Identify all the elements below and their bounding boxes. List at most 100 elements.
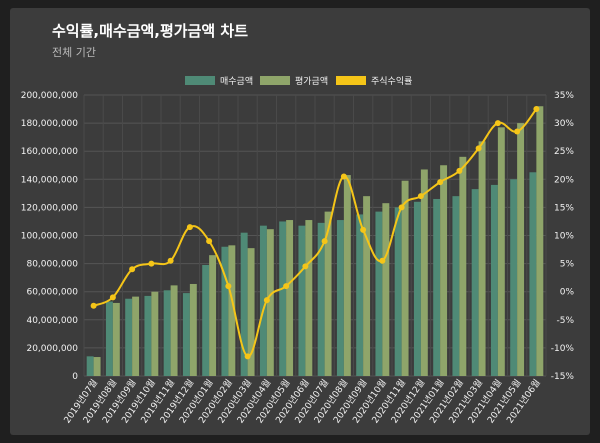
- bar-purchase: [394, 207, 402, 376]
- bar-valuation: [363, 196, 371, 376]
- return-point: [533, 106, 540, 113]
- return-point: [475, 145, 482, 152]
- bar-valuation: [536, 106, 544, 377]
- chart-subtitle: 전체 기간: [52, 46, 96, 59]
- return-point: [360, 226, 367, 233]
- chart-title: 수익률,매수금액,평가금액 차트: [52, 22, 249, 40]
- legend-label: 평가금액: [295, 75, 328, 87]
- bar-purchase: [452, 196, 460, 376]
- return-point: [244, 353, 251, 360]
- y-left-tick-label: 60,000,000: [26, 288, 78, 298]
- bar-valuation: [343, 175, 351, 376]
- bar-purchase: [144, 295, 152, 376]
- bar-purchase: [336, 220, 344, 376]
- bar-purchase: [433, 198, 441, 376]
- legend-swatch: [336, 76, 366, 85]
- bar-valuation: [247, 248, 255, 376]
- return-point: [321, 238, 328, 245]
- bar-purchase: [259, 225, 267, 376]
- bar-purchase: [471, 189, 479, 376]
- bar-valuation: [151, 291, 159, 376]
- bar-purchase: [240, 232, 248, 376]
- y-right-tick-label: 0%: [560, 288, 575, 298]
- bar-valuation: [305, 220, 313, 376]
- y-right-tick-label: 15%: [554, 203, 574, 213]
- y-right-tick-label: 5%: [560, 260, 575, 270]
- bar-valuation: [266, 229, 274, 376]
- return-point: [263, 297, 270, 304]
- bar-valuation: [189, 283, 197, 376]
- return-point: [167, 257, 174, 264]
- bar-purchase: [279, 221, 287, 376]
- bar-purchase: [86, 356, 94, 376]
- bar-valuation: [440, 165, 448, 376]
- bars: [86, 106, 544, 377]
- bar-purchase: [356, 214, 364, 376]
- y-right-tick-label: 25%: [554, 147, 574, 157]
- legend-swatch: [185, 76, 215, 85]
- legend[interactable]: 매수금액 평가금액 주식수익률: [185, 75, 412, 87]
- y-right-tick-label: 20%: [554, 175, 574, 185]
- y-left-tick-label: 20,000,000: [26, 344, 78, 354]
- bar-valuation: [286, 220, 294, 376]
- return-point: [456, 167, 463, 174]
- return-point: [109, 294, 116, 301]
- bar-valuation: [517, 123, 525, 376]
- return-point: [206, 238, 213, 245]
- return-point: [129, 266, 136, 273]
- bar-purchase: [298, 225, 306, 376]
- bar-purchase: [317, 222, 325, 376]
- return-point: [340, 173, 347, 180]
- bar-valuation: [228, 245, 236, 376]
- bar-purchase: [490, 184, 498, 376]
- legend-label: 주식수익률: [371, 75, 412, 87]
- bar-purchase: [182, 293, 190, 376]
- bar-valuation: [324, 211, 332, 376]
- return-point: [379, 257, 386, 264]
- bar-valuation: [209, 255, 217, 376]
- bar-purchase: [202, 265, 210, 376]
- bar-valuation: [459, 156, 467, 376]
- y-right-tick-label: -5%: [556, 316, 574, 326]
- y-right-tick-label: 10%: [554, 232, 574, 242]
- bar-valuation: [112, 302, 120, 376]
- y-left-tick-label: 180,000,000: [21, 119, 79, 129]
- return-point: [225, 283, 232, 290]
- y-right-tick-label: -10%: [551, 344, 575, 354]
- bar-purchase: [105, 301, 113, 376]
- y-left-tick-label: 80,000,000: [26, 260, 78, 270]
- bar-valuation: [420, 169, 428, 376]
- legend-swatch: [260, 76, 290, 85]
- return-point: [398, 204, 405, 211]
- bar-valuation: [497, 127, 505, 376]
- y-left-tick-label: 200,000,000: [21, 91, 79, 101]
- y-left-tick-label: 0: [72, 372, 78, 382]
- bar-valuation: [478, 141, 486, 376]
- legend-label: 매수금액: [220, 75, 253, 87]
- y-right-tick-label: -15%: [551, 372, 575, 382]
- bar-purchase: [125, 298, 133, 376]
- bar-purchase: [510, 179, 518, 376]
- return-line: [90, 106, 540, 360]
- bar-purchase: [413, 201, 421, 376]
- bar-purchase: [221, 246, 229, 376]
- bar-valuation: [93, 357, 101, 376]
- bar-purchase: [163, 290, 171, 376]
- bar-valuation: [401, 180, 409, 376]
- return-point: [494, 120, 501, 127]
- y-right-tick-label: 35%: [554, 91, 574, 101]
- return-point: [302, 263, 309, 270]
- y-left-tick-label: 100,000,000: [21, 232, 79, 242]
- y-left-tick-label: 120,000,000: [21, 203, 79, 213]
- y-left-tick-label: 140,000,000: [21, 175, 79, 185]
- return-point: [148, 260, 155, 267]
- y-left-tick-label: 160,000,000: [21, 147, 79, 157]
- bar-purchase: [375, 211, 383, 376]
- return-point: [90, 302, 97, 309]
- grid-lines: [83, 94, 547, 377]
- bar-valuation: [382, 203, 390, 376]
- y-left-tick-label: 40,000,000: [26, 316, 78, 326]
- return-point: [186, 224, 193, 231]
- bar-valuation: [170, 285, 178, 376]
